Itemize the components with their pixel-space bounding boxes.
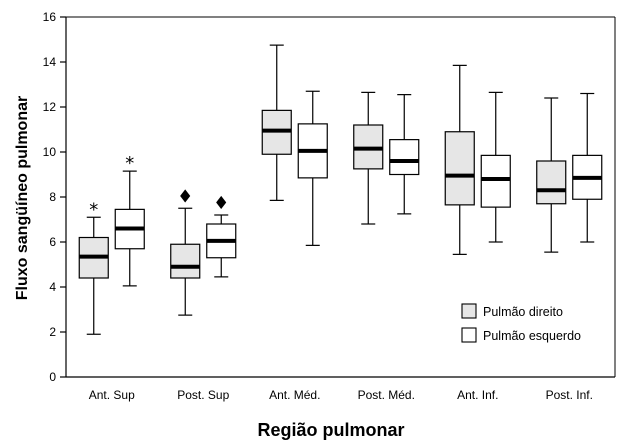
y-axis-title: Fluxo sangüíneo pulmonar xyxy=(14,96,31,300)
x-tick-label: Ant. Sup xyxy=(89,388,135,402)
y-tick-label: 6 xyxy=(49,235,56,249)
y-tick-label: 0 xyxy=(49,370,56,384)
x-tick-label: Ant. Méd. xyxy=(269,388,320,402)
box xyxy=(536,160,567,205)
y-tick-label: 10 xyxy=(43,145,57,159)
legend-swatch xyxy=(461,303,477,319)
legend-label: Pulmão esquerdo xyxy=(483,329,581,343)
x-tick-label: Post. Sup xyxy=(177,388,229,402)
legend-swatch xyxy=(461,327,477,343)
y-tick-label: 12 xyxy=(43,100,57,114)
y-tick-label: 2 xyxy=(49,325,56,339)
box xyxy=(389,139,420,176)
asterisk-marker: * xyxy=(125,153,134,174)
y-tick-label: 14 xyxy=(43,55,57,69)
y-tick-label: 8 xyxy=(49,190,56,204)
x-tick-label: Ant. Inf. xyxy=(457,388,498,402)
legend-label: Pulmão direito xyxy=(483,305,563,319)
box xyxy=(480,154,511,208)
y-tick-label: 16 xyxy=(43,10,57,24)
box xyxy=(170,243,201,279)
x-tick-label: Post. Inf. xyxy=(546,388,593,402)
asterisk-marker: * xyxy=(89,199,98,220)
y-tick-label: 4 xyxy=(49,280,56,294)
diamond-marker: ♦ xyxy=(177,186,193,207)
diamond-marker: ♦ xyxy=(213,193,229,214)
x-axis-title: Região pulmonar xyxy=(257,420,404,440)
x-tick-label: Post. Méd. xyxy=(358,388,415,402)
box xyxy=(444,131,475,206)
